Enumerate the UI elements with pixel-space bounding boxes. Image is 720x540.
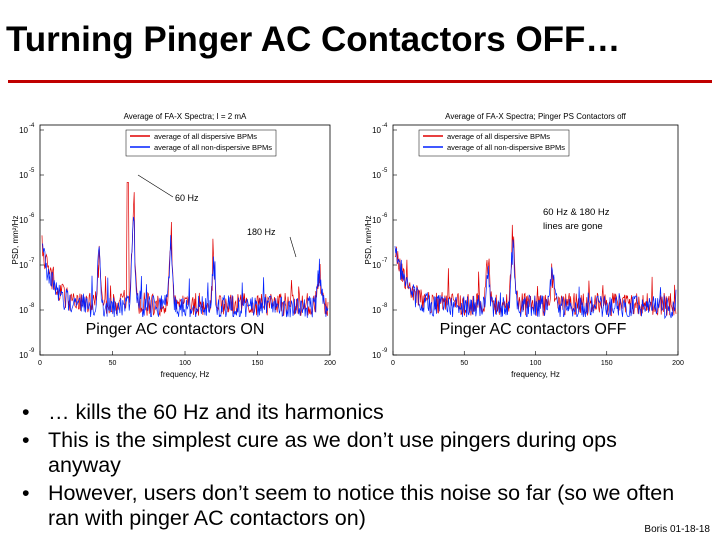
- spectrum-trace: [42, 216, 329, 319]
- y-tick-exponent: -4: [382, 123, 388, 129]
- spectrum-trace: [394, 239, 677, 320]
- x-tick-label: 50: [460, 360, 468, 367]
- plots: Average of FA-X Spectra; I = 2 mA average…: [11, 112, 684, 379]
- legend-label: average of all dispersive BPMs: [447, 132, 550, 141]
- legend-box: [125, 129, 277, 157]
- y-tick-exponent: -5: [29, 168, 35, 174]
- y-tick-exponent: -9: [382, 348, 388, 354]
- legend-label: average of all dispersive BPMs: [154, 132, 257, 141]
- y-tick-base: 10: [19, 306, 28, 315]
- x-axis-label: frequency, Hz: [161, 370, 210, 379]
- annotation: lines are gone: [543, 221, 603, 232]
- footer: Boris 01-18-18: [644, 524, 710, 535]
- y-tick-exponent: -4: [29, 123, 35, 129]
- caption-box: [423, 317, 643, 339]
- bullet: This is the simplest cure as we don’t us…: [20, 428, 692, 478]
- x-tick-label: 200: [672, 360, 684, 367]
- x-tick-label: 50: [109, 360, 117, 367]
- y-tick-exponent: -6: [382, 213, 388, 219]
- y-tick-exponent: -8: [382, 303, 388, 309]
- y-tick-base: 10: [372, 306, 381, 315]
- y-tick-exponent: -7: [29, 258, 35, 264]
- y-axis-label: PSD, mm²/Hz: [364, 216, 373, 265]
- annotation-arrow: [289, 236, 297, 258]
- y-tick-base: 10: [19, 126, 28, 135]
- spectrum-trace: [41, 182, 329, 317]
- y-tick-base: 10: [372, 126, 381, 135]
- y-tick-base: 10: [372, 171, 381, 180]
- y-axis-label: PSD, mm²/Hz: [11, 216, 20, 265]
- plot-frame: [39, 124, 331, 356]
- x-tick-label: 150: [601, 360, 613, 367]
- x-tick-label: 100: [179, 360, 191, 367]
- y-tick-base: 10: [372, 216, 381, 225]
- y-tick-exponent: -9: [29, 348, 35, 354]
- bullet: … kills the 60 Hz and its harmonics: [20, 400, 692, 425]
- plot-frame: [392, 124, 679, 356]
- y-tick-exponent: -6: [29, 213, 35, 219]
- bullet: However, users don’t seem to notice this…: [20, 481, 692, 531]
- x-tick-label: 0: [391, 360, 395, 367]
- spectrum-plot: Average of FA-X Spectra; Pinger PS Conta…: [364, 112, 684, 379]
- x-axis-label: frequency, Hz: [511, 370, 560, 379]
- y-tick-exponent: -8: [29, 303, 35, 309]
- legend-box: [418, 129, 570, 157]
- y-tick-exponent: -7: [382, 258, 388, 264]
- slide-title: Turning Pinger AC Contactors OFF…: [6, 20, 621, 59]
- y-tick-base: 10: [19, 261, 28, 270]
- caption-box: [70, 317, 280, 339]
- plot-caption: Pinger AC contactors OFF: [440, 321, 627, 338]
- legend-label: average of all non-dispersive BPMs: [154, 143, 272, 152]
- title-rule: [8, 80, 712, 83]
- spectrum-plot: Average of FA-X Spectra; I = 2 mA average…: [11, 112, 336, 379]
- x-tick-label: 100: [530, 360, 542, 367]
- y-tick-base: 10: [19, 351, 28, 360]
- bullet-list: … kills the 60 Hz and its harmonics This …: [20, 400, 692, 534]
- plot-caption: Pinger AC contactors ON: [86, 321, 265, 338]
- plot-title: Average of FA-X Spectra; Pinger PS Conta…: [445, 112, 626, 121]
- y-tick-base: 10: [19, 171, 28, 180]
- x-tick-label: 200: [324, 360, 336, 367]
- y-tick-exponent: -5: [382, 168, 388, 174]
- plot-title: Average of FA-X Spectra; I = 2 mA: [124, 112, 247, 121]
- x-tick-label: 0: [38, 360, 42, 367]
- annotation: 60 Hz: [175, 193, 199, 203]
- annotation: 180 Hz: [247, 227, 276, 237]
- x-tick-label: 150: [252, 360, 264, 367]
- y-tick-base: 10: [19, 216, 28, 225]
- y-tick-base: 10: [372, 261, 381, 270]
- spectrum-trace: [394, 224, 677, 317]
- annotation: 60 Hz & 180 Hz: [543, 207, 610, 218]
- annotation-arrow: [137, 174, 174, 198]
- y-tick-base: 10: [372, 351, 381, 360]
- legend-label: average of all non-dispersive BPMs: [447, 143, 565, 152]
